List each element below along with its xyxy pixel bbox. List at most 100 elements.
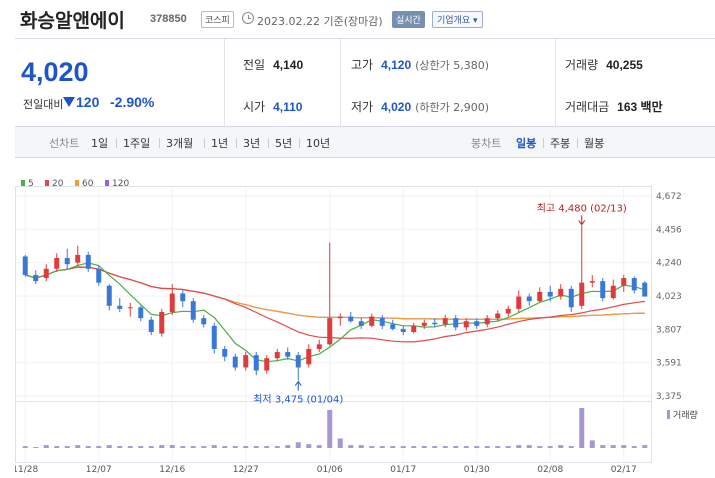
tab-1y[interactable]: 1년 (211, 137, 229, 150)
candle-body (537, 291, 543, 302)
high-stat: 고가 4,120 (상한가 5,380) (351, 56, 489, 73)
candle-body (526, 296, 532, 302)
candle-body (390, 324, 396, 329)
volume-bar (75, 445, 81, 448)
volume-bar (547, 446, 553, 448)
line-chart-label: 선차트 (49, 137, 80, 150)
volume-bar (337, 438, 343, 448)
current-price: 4,020 (21, 57, 89, 87)
y-tick-label: 4,023 (656, 292, 682, 302)
volume-bar (211, 445, 217, 448)
volume-bar (568, 446, 574, 448)
chart-frame (15, 186, 652, 463)
candle-body (442, 318, 448, 325)
volume-legend-swatch (667, 410, 670, 419)
candle-body (484, 318, 490, 325)
ma20-line (25, 266, 645, 343)
legend-label: 120 (112, 179, 129, 189)
x-tick-label: 02/17 (611, 465, 637, 475)
realtime-badge[interactable]: 실시간 (392, 11, 425, 28)
volume-bar (306, 444, 312, 448)
candle-chart-label: 봉차트 (471, 137, 502, 150)
min-arrow-head (294, 380, 302, 386)
tab-5y[interactable]: 5년 (275, 137, 293, 150)
tab-divider (543, 138, 544, 148)
volume-bar (295, 442, 301, 448)
divider (340, 39, 341, 127)
current-price-box: 4,020 전일대비 120 -2.90% (15, 39, 225, 127)
candle-body (54, 257, 60, 269)
amount-stat: 거래대금 163 백만 (565, 98, 663, 115)
tab-monthly[interactable]: 월봉 (584, 137, 605, 150)
candle-body (474, 321, 480, 326)
legend-swatch (21, 180, 25, 186)
candle-body (379, 318, 385, 326)
volume-bar (22, 446, 28, 448)
x-tick-label: 01/30 (464, 465, 490, 475)
candle-body (243, 355, 249, 368)
tab-daily[interactable]: 일봉 (516, 137, 537, 150)
volume-bar (201, 446, 207, 448)
candle-body (148, 319, 154, 333)
change-label: 전일대비 (23, 98, 64, 111)
candle-body (264, 358, 270, 371)
candle-body (190, 301, 196, 320)
tab-1d[interactable]: 1일 (91, 137, 109, 150)
ma5-line (25, 262, 645, 363)
candle-body (43, 268, 49, 279)
volume-label: 거래량 (565, 58, 599, 72)
volume-bar (484, 446, 490, 448)
volume-bar (316, 445, 322, 448)
volume-bar (369, 446, 375, 448)
candle-body (558, 288, 564, 297)
chart-svg[interactable]: 5 20 60 120 4,672 4,456 4,240 4,023 3,807 3,591 3,… (12, 172, 715, 478)
candle-body (285, 352, 291, 357)
candle-body (85, 254, 91, 269)
open-stat: 시가 4,110 (243, 98, 302, 115)
candle-body (316, 344, 322, 349)
candle-body (631, 278, 637, 291)
x-tick-label: 11/28 (15, 465, 38, 475)
tab-weekly[interactable]: 주봉 (550, 137, 571, 150)
volume-bar (421, 446, 427, 448)
candle-body (400, 328, 406, 333)
volume-bar (264, 446, 270, 448)
x-tick-label: 12/07 (86, 465, 112, 475)
volume-bar (85, 446, 91, 448)
quote-panel: 4,020 전일대비 120 -2.90% 전일 4,140 시가 4,110 고가… (15, 38, 715, 127)
candle-body (180, 293, 186, 302)
x-tick-label: 01/06 (317, 465, 343, 475)
volume-bar (379, 446, 385, 448)
volume-bar (453, 446, 459, 448)
min-label: 최저 3,475 (01/04) (253, 394, 343, 406)
candle-body (201, 318, 207, 325)
volume-bar (190, 446, 196, 448)
volume-bar (432, 446, 438, 448)
x-tick-label: 12/27 (233, 465, 259, 475)
candle-body (337, 316, 343, 319)
tab-10y[interactable]: 10년 (306, 137, 331, 150)
candlestick-chart[interactable]: 5 20 60 120 4,672 4,456 4,240 4,023 3,807 3,591 3,… (12, 172, 715, 478)
y-tick-label: 3,375 (656, 392, 682, 402)
volume-bar (243, 446, 249, 448)
tab-3y[interactable]: 3년 (243, 137, 261, 150)
x-tick-label: 01/17 (390, 465, 416, 475)
lower-limit: (하한가 2,900) (415, 101, 490, 114)
volume-bar (33, 447, 39, 448)
volume-bar (169, 445, 175, 448)
date-text: 2023.02.22 기준(장마감) (257, 15, 383, 28)
candle-body (610, 285, 616, 299)
change-value: 120 (76, 94, 100, 110)
candle-body (22, 256, 28, 275)
tab-3m[interactable]: 3개월 (166, 137, 194, 150)
y-tick-label: 3,591 (656, 359, 682, 369)
tab-1w[interactable]: 1주일 (123, 137, 151, 150)
stock-header: 화승알앤에이 378850 코스피 2023.02.22 기준(장마감) 실시간… (0, 0, 715, 38)
company-info-button[interactable]: 기업개요 ▾ (432, 11, 483, 28)
volume-bar (516, 445, 522, 448)
volume-bar (232, 446, 238, 448)
high-value: 4,120 (381, 58, 412, 72)
tab-divider (299, 138, 300, 148)
volume-bar (400, 446, 406, 448)
volume-value: 40,255 (606, 58, 643, 72)
